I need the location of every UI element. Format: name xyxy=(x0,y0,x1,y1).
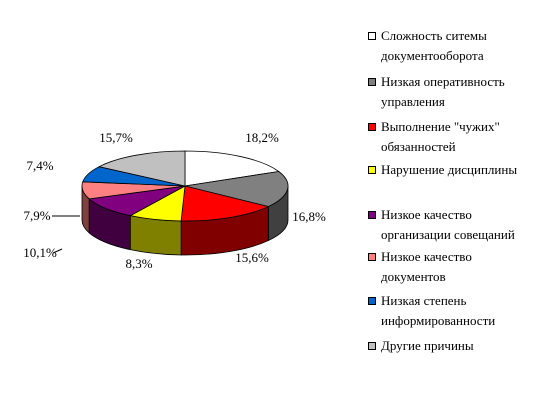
data-label-2: 15,6% xyxy=(235,250,269,265)
legend-swatch-0 xyxy=(368,32,376,40)
legend-swatch-6 xyxy=(368,297,376,305)
legend-swatch-7 xyxy=(368,342,376,350)
data-label-1: 16,8% xyxy=(292,209,326,224)
data-label-7: 15,7% xyxy=(99,130,133,145)
legend-swatch-3 xyxy=(368,166,376,174)
data-label-3: 8,3% xyxy=(125,256,152,271)
pie-slice-7 xyxy=(97,150,186,187)
pie-tops xyxy=(81,150,289,222)
legend-swatch-5 xyxy=(368,253,376,261)
legend-label-6: Низкая степень информированности xyxy=(381,293,496,328)
legend-swatch-2 xyxy=(368,123,376,131)
pie-data-labels: 18,2% 16,8% 15,6% 8,3% 10,1% 7,9% 7,4% 15,7% xyxy=(23,130,326,271)
legend-label-7: Другие причины xyxy=(381,338,474,353)
data-label-5: 7,9% xyxy=(23,208,50,223)
legend-label-1: Низкая оперативность управления xyxy=(381,74,505,109)
legend-swatch-1 xyxy=(368,78,376,86)
data-label-0: 18,2% xyxy=(245,130,279,145)
pie-leader-lines xyxy=(52,215,80,254)
legend-label-0: Сложность ситемы документооборота xyxy=(381,28,487,63)
pie-slice-2 xyxy=(180,185,270,222)
pie-sides xyxy=(81,185,289,256)
legend-label-5: Низкое качество документов xyxy=(381,249,472,284)
data-label-6: 7,4% xyxy=(26,158,53,173)
pie-slice-0 xyxy=(184,150,280,187)
legend-swatch-4 xyxy=(368,211,376,219)
pie-slice-1 xyxy=(184,171,289,207)
data-label-4: 10,1% xyxy=(23,245,57,260)
leader-line-4 xyxy=(52,248,63,254)
legend-label-2: Выполнение "чужих" обязанностей xyxy=(381,119,500,154)
legend-label-4: Низкое качество организации совещаний xyxy=(381,207,515,242)
pie-side-3 xyxy=(129,215,182,256)
legend-label-3: Нарушение дисциплины xyxy=(381,162,518,177)
